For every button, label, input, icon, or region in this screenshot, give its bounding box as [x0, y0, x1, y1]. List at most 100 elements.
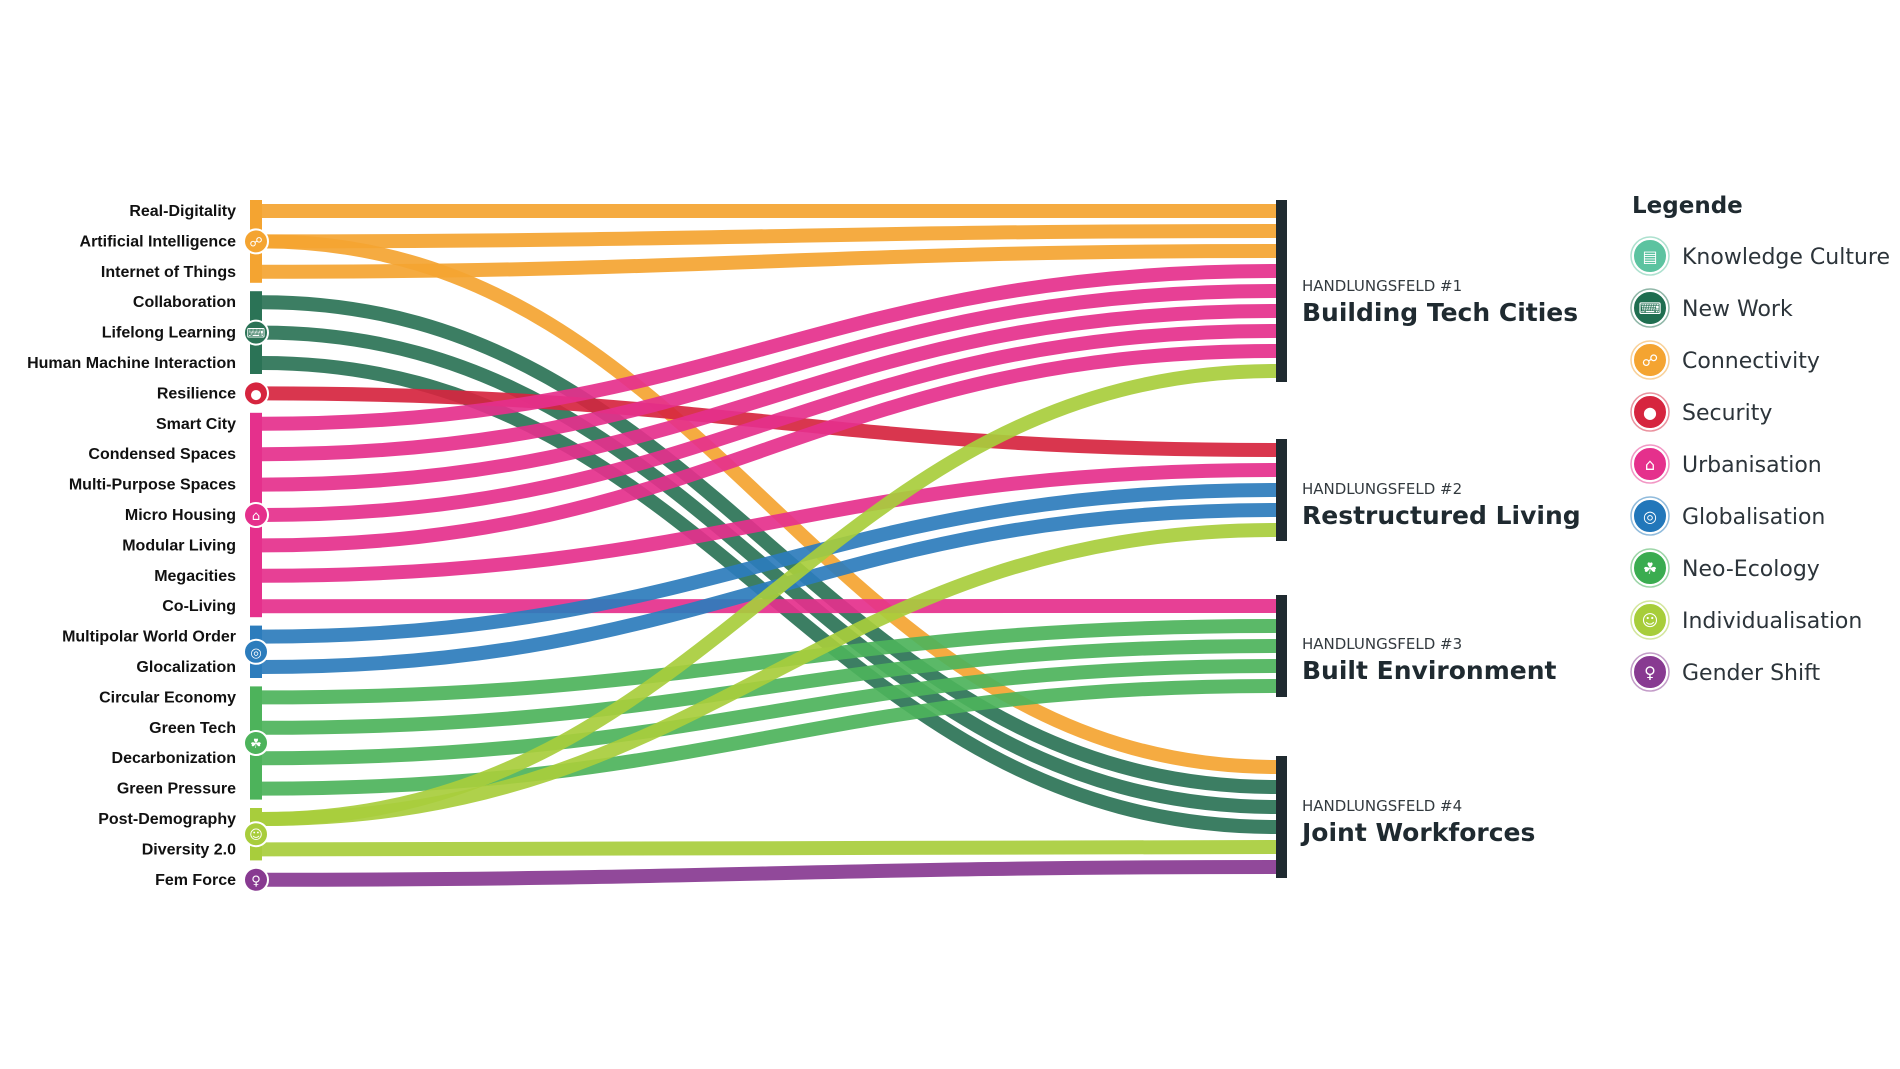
svg-text:▤: ▤	[1642, 247, 1657, 266]
trend-label-green-pressure: Green Pressure	[117, 781, 236, 798]
flow-post-demography-to-field-2	[261, 523, 1277, 826]
field-1-bar	[1276, 200, 1287, 382]
field-1-title: Building Tech Cities	[1302, 298, 1578, 327]
flow-green-pressure-to-field-3	[261, 679, 1277, 796]
trend-label-lifelong-learning: Lifelong Learning	[102, 325, 236, 342]
trend-label-smart-city: Smart City	[156, 416, 236, 433]
field-2-kicker: HANDLUNGSFELD #2	[1302, 480, 1462, 498]
trend-label-artificial-intelligence: Artificial Intelligence	[80, 233, 237, 250]
connectivity-icon: ☍	[243, 228, 269, 255]
field-4-kicker: HANDLUNGSFELD #4	[1302, 797, 1462, 815]
new-work-icon: ⌨	[243, 319, 269, 346]
flow-fem-force-to-field-4	[261, 860, 1277, 887]
globe-icon: ◎	[1630, 496, 1670, 536]
svg-text:☺: ☺	[249, 828, 263, 843]
sprout-icon: ☘	[1630, 548, 1670, 588]
field-3-title: Built Environment	[1302, 656, 1556, 685]
gender-shift-icon: ♀	[243, 866, 269, 893]
field-4-title: Joint Workforces	[1300, 818, 1535, 847]
svg-text:⌂: ⌂	[252, 509, 260, 524]
trend-label-real-digitality: Real-Digitality	[129, 203, 236, 220]
trend-label-condensed-spaces: Condensed Spaces	[88, 446, 236, 463]
flow-condensed-spaces-to-field-1	[261, 284, 1277, 462]
action-field-bars	[1276, 200, 1287, 878]
svg-text:☘: ☘	[250, 737, 262, 752]
trend-label-post-demography: Post-Demography	[98, 811, 236, 828]
flow-green-tech-to-field-3	[261, 639, 1277, 735]
legend-label-individualisation: Individualisation	[1682, 609, 1862, 634]
keyhole-icon: ●	[1630, 392, 1670, 432]
flow-diversity-2-0-to-field-4	[261, 840, 1277, 857]
svg-text:☺: ☺	[1642, 611, 1659, 630]
flow-micro-housing-to-field-1	[261, 324, 1277, 522]
trend-label-diversity-2-0: Diversity 2.0	[142, 841, 236, 858]
trend-label-micro-housing: Micro Housing	[125, 507, 236, 524]
urbanisation-icon: ⌂	[243, 502, 269, 528]
flow-multipolar-world-order-to-field-2	[261, 483, 1277, 644]
legend: Legende ▤ Knowledge Culture ⌨ New Work ☍ Conn…	[1630, 193, 1890, 692]
trend-label-glocalization: Glocalization	[136, 659, 236, 676]
flow-multi-purpose-spaces-to-field-1	[261, 304, 1277, 492]
svg-text:♀: ♀	[1644, 663, 1656, 682]
svg-text:●: ●	[250, 387, 261, 402]
svg-text:☍: ☍	[1642, 351, 1658, 370]
svg-text:⌨: ⌨	[247, 327, 266, 342]
field-2-title: Restructured Living	[1302, 501, 1581, 530]
trend-labels: Real-Digitality Artificial Intelligence In…	[27, 203, 236, 889]
trend-category-bars	[250, 200, 262, 891]
field-4-bar	[1276, 756, 1287, 878]
person-icon: ☺	[1630, 600, 1670, 640]
field-1-kicker: HANDLUNGSFELD #1	[1302, 277, 1462, 295]
field-3-kicker: HANDLUNGSFELD #3	[1302, 635, 1462, 653]
svg-text:♀: ♀	[251, 874, 261, 889]
legend-label-security: Security	[1682, 401, 1772, 426]
trend-label-multi-purpose-spaces: Multi-Purpose Spaces	[69, 477, 236, 494]
trend-label-collaboration: Collaboration	[133, 294, 236, 311]
trend-label-multipolar-world-order: Multipolar World Order	[62, 629, 236, 646]
svg-text:☍: ☍	[249, 235, 262, 250]
individualisation-icon: ☺	[243, 821, 269, 848]
flow-smart-city-to-field-1	[261, 264, 1277, 431]
trend-label-resilience: Resilience	[157, 385, 236, 402]
svg-text:⌂: ⌂	[1645, 455, 1655, 474]
legend-label-gender-shift: Gender Shift	[1682, 661, 1820, 686]
flow-internet-of-things-to-field-1	[261, 244, 1277, 279]
field-3-bar	[1276, 595, 1287, 697]
globalisation-icon: ◎	[243, 638, 269, 665]
legend-label-neo-ecology: Neo-Ecology	[1682, 557, 1820, 582]
building-icon: ⌂	[1630, 444, 1670, 484]
trend-category-icons: ☍ ⌨ ● ⌂ ◎ ☘ ☺ ♀	[243, 228, 269, 893]
legend-label-new-work: New Work	[1682, 297, 1793, 322]
laptop-icon: ⌨	[1630, 288, 1670, 328]
flow-ribbons	[261, 204, 1277, 887]
trend-label-decarbonization: Decarbonization	[112, 750, 236, 767]
svg-text:◎: ◎	[250, 646, 261, 661]
action-field-labels: HANDLUNGSFELD #1 Building Tech Cities HA…	[1300, 277, 1581, 847]
trend-label-fem-force: Fem Force	[155, 872, 236, 889]
trend-label-co-living: Co-Living	[162, 598, 236, 615]
flow-collaboration-to-field-4	[261, 295, 1277, 794]
trend-label-human-machine-interaction: Human Machine Interaction	[27, 355, 236, 372]
svg-text:◎: ◎	[1643, 507, 1657, 526]
legend-label-connectivity: Connectivity	[1682, 349, 1820, 374]
person-dress-icon: ♀	[1630, 652, 1670, 692]
legend-title: Legende	[1632, 193, 1743, 219]
trend-label-internet-of-things: Internet of Things	[101, 264, 236, 281]
flow-megacities-to-field-2	[261, 463, 1277, 583]
book-icon: ▤	[1630, 236, 1670, 276]
security-icon: ●	[243, 380, 269, 407]
svg-text:☘: ☘	[1643, 559, 1657, 578]
trend-label-modular-living: Modular Living	[122, 537, 236, 554]
legend-label-urbanisation: Urbanisation	[1682, 453, 1822, 478]
network-icon: ☍	[1630, 340, 1670, 380]
neo-ecology-icon: ☘	[243, 730, 269, 756]
trend-label-green-tech: Green Tech	[149, 720, 236, 737]
svg-text:●: ●	[1643, 403, 1657, 422]
legend-label-globalisation: Globalisation	[1682, 505, 1825, 530]
flow-artificial-intelligence-to-field-1	[261, 224, 1277, 249]
flow-decarbonization-to-field-3	[261, 659, 1277, 766]
trend-label-megacities: Megacities	[154, 568, 236, 585]
legend-label-knowledge-culture: Knowledge Culture	[1682, 245, 1890, 270]
trend-label-circular-economy: Circular Economy	[99, 689, 236, 706]
